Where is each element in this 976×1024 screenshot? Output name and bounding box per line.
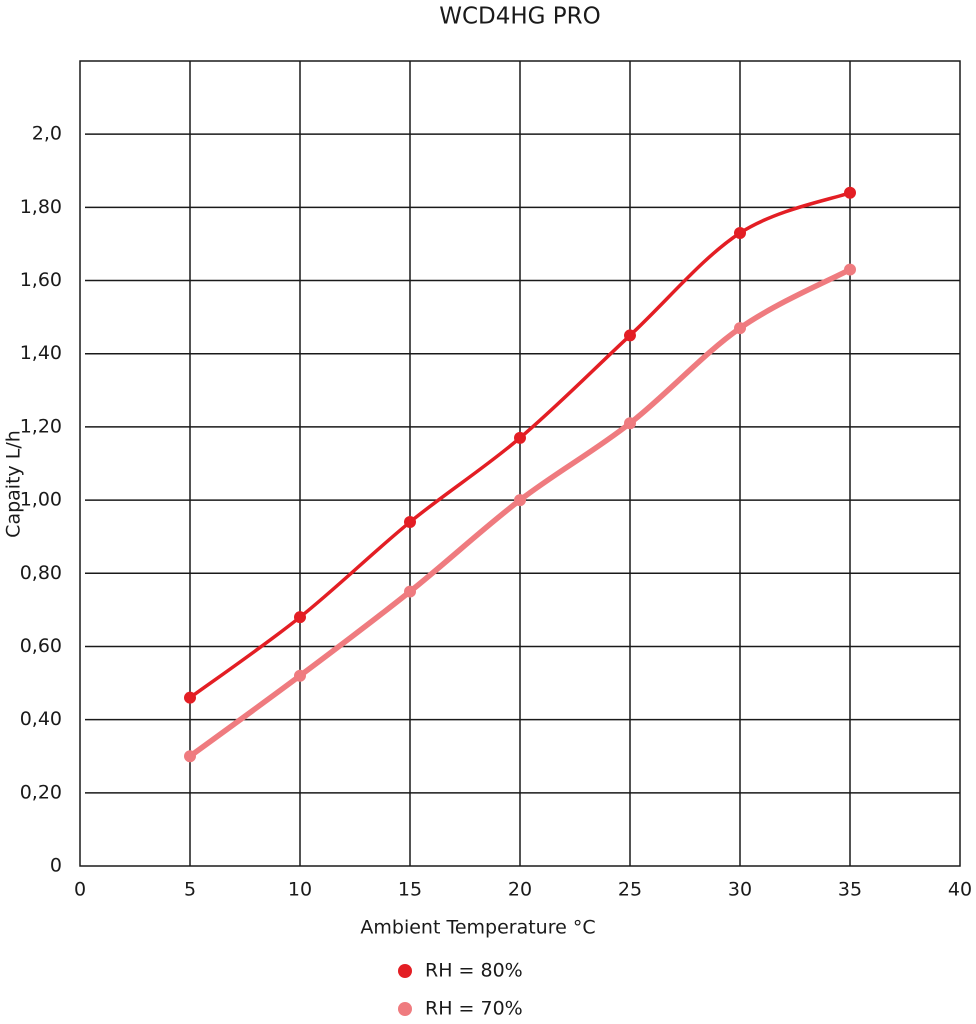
y-tick-label: 0,20 — [20, 781, 62, 803]
x-tick-label: 5 — [184, 879, 196, 901]
legend-marker — [398, 1002, 412, 1016]
x-tick-label: 35 — [838, 879, 862, 901]
data-point — [514, 494, 526, 507]
data-point — [624, 417, 636, 430]
chart-title: WCD4HG PRO — [439, 4, 601, 30]
x-tick-label: 10 — [288, 879, 312, 901]
y-tick-label: 0,40 — [20, 708, 62, 730]
y-tick-label: 0,60 — [20, 635, 62, 657]
y-tick-label: 0 — [50, 855, 62, 877]
data-point — [734, 226, 746, 239]
data-point — [844, 263, 856, 276]
data-point — [734, 322, 746, 335]
y-tick-label: 1,40 — [20, 342, 62, 364]
y-tick-label: 2,0 — [32, 123, 62, 145]
data-point — [404, 516, 416, 529]
data-point — [624, 329, 636, 342]
x-tick-label: 25 — [618, 879, 642, 901]
data-point — [294, 611, 306, 624]
y-tick-label: 0,80 — [20, 562, 62, 584]
legend-marker — [398, 964, 412, 978]
data-point — [844, 186, 856, 199]
x-tick-label: 40 — [948, 879, 972, 901]
data-point — [294, 669, 306, 682]
x-tick-label: 0 — [74, 879, 86, 901]
data-point — [404, 585, 416, 598]
data-point — [184, 750, 196, 763]
x-axis-label: Ambient Temperature °C — [360, 917, 595, 939]
x-tick-label: 20 — [508, 879, 532, 901]
y-axis-label: Capaity L/h — [3, 430, 25, 538]
data-point — [514, 431, 526, 444]
x-tick-label: 15 — [398, 879, 422, 901]
data-point — [184, 691, 196, 704]
y-tick-label: 1,60 — [20, 269, 62, 291]
x-tick-label: 30 — [728, 879, 752, 901]
legend-label: RH = 80% — [425, 960, 523, 982]
legend-label: RH = 70% — [425, 998, 523, 1020]
y-tick-label: 1,80 — [20, 196, 62, 218]
y-tick-label: 1,20 — [20, 415, 62, 437]
y-tick-label: 1,00 — [20, 489, 62, 511]
